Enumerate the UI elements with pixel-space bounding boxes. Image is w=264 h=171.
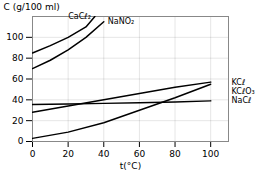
svg-text:0: 0	[30, 149, 36, 159]
svg-text:20: 20	[12, 116, 24, 126]
svg-text:KCℓ: KCℓ	[232, 78, 246, 87]
svg-text:40: 40	[98, 149, 110, 159]
svg-text:60: 60	[12, 74, 24, 84]
svg-text:KCℓO₃: KCℓO₃	[232, 87, 255, 96]
svg-text:80: 80	[12, 53, 24, 63]
svg-text:100: 100	[202, 149, 219, 159]
svg-text:40: 40	[12, 95, 24, 105]
svg-text:60: 60	[134, 149, 146, 159]
svg-text:20: 20	[62, 149, 74, 159]
svg-text:80: 80	[169, 149, 181, 159]
svg-text:t(°C): t(°C)	[120, 161, 141, 171]
svg-text:CaCℓ₂: CaCℓ₂	[68, 12, 91, 21]
svg-text:NaNO₂: NaNO₂	[108, 17, 134, 26]
svg-text:0: 0	[18, 136, 24, 146]
svg-text:NaCℓ: NaCℓ	[232, 96, 252, 105]
svg-text:C (g/100 ml): C (g/100 ml)	[4, 2, 60, 12]
svg-text:100: 100	[6, 32, 23, 42]
